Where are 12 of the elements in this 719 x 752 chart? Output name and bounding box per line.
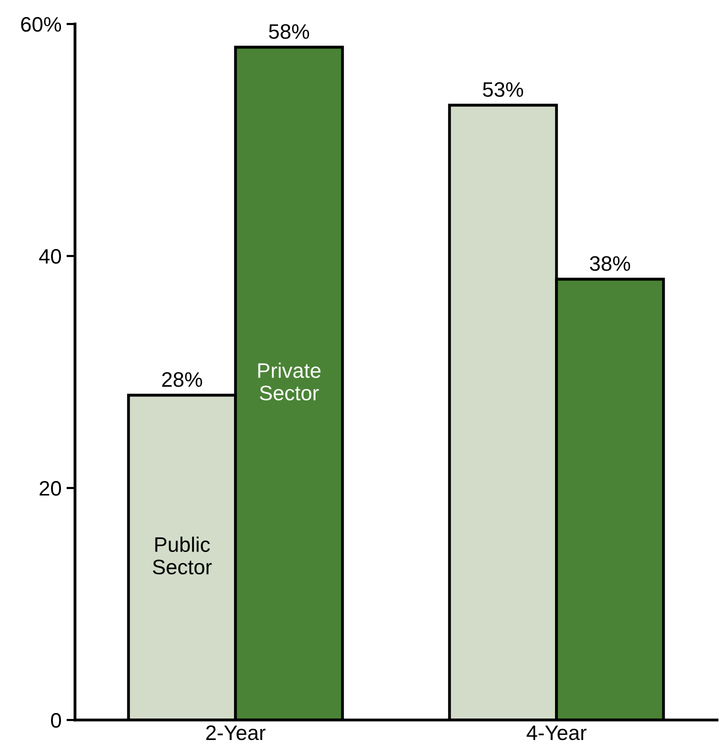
x-tick-label: 2-Year (206, 725, 266, 740)
data-label: 53% (482, 82, 524, 97)
y-tick-label: 20 (40, 481, 61, 496)
data-label: 28% (162, 372, 202, 387)
x-tick-label: 4-Year (526, 726, 586, 740)
data-label: 38% (590, 256, 630, 271)
y-tick-label: 60% (21, 17, 62, 32)
y-tick-label: 40 (39, 249, 61, 264)
data-label: 58% (268, 24, 310, 39)
y-tick-label: 0 (51, 713, 61, 728)
series-label: Private Sector (258, 362, 320, 400)
series-label: Public Sector (152, 536, 212, 574)
